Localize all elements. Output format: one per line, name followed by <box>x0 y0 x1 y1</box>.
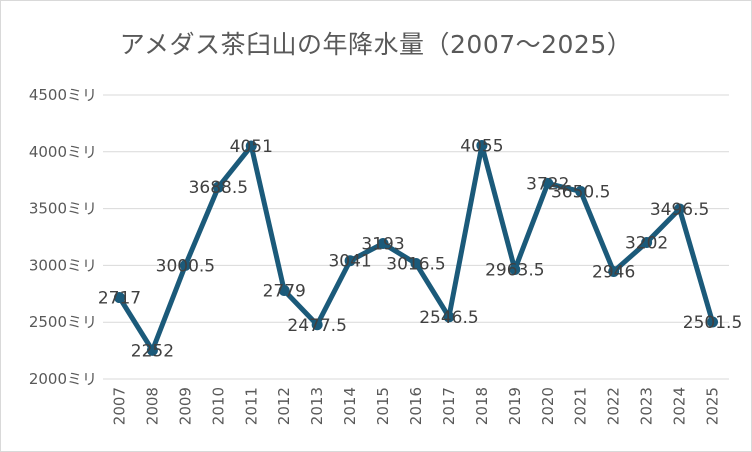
data-labels: 2717 2252 3000.5 3688.5 4051 2779 2477.5 304131… <box>98 137 742 362</box>
data-point <box>113 292 125 304</box>
data-label: 3016.5 <box>386 255 445 275</box>
data-label: 2779 <box>263 282 306 302</box>
chart-title: アメダス茶臼山の年降水量（2007～2025） <box>119 30 633 59</box>
data-point <box>377 237 389 249</box>
x-tick-label: 2008 <box>143 387 161 425</box>
x-tick-label: 2014 <box>341 387 359 425</box>
data-label: 2946 <box>592 263 635 283</box>
x-tick-label: 2013 <box>308 387 326 425</box>
data-label: 2717 <box>98 289 141 309</box>
data-point <box>344 255 356 267</box>
x-tick-label: 2019 <box>506 387 524 425</box>
x-tick-label: 2022 <box>605 387 623 425</box>
data-point <box>278 285 290 297</box>
x-tick-label: 2015 <box>374 387 392 425</box>
y-tick-label: 2000ミリ <box>29 370 97 388</box>
data-point <box>212 181 224 193</box>
x-tick-label: 2017 <box>440 387 458 425</box>
x-tick-label: 2018 <box>473 387 491 425</box>
data-label: 3496.5 <box>650 200 709 220</box>
data-point <box>443 311 455 323</box>
x-tick-label: 2010 <box>209 387 227 425</box>
data-point <box>575 186 587 198</box>
x-tick-label: 2025 <box>704 387 722 425</box>
data-point <box>641 236 653 248</box>
data-label: 3041 <box>328 252 371 272</box>
x-tick-label: 2020 <box>539 387 557 425</box>
data-label: 3688.5 <box>189 178 248 198</box>
x-axis-ticks: 2007 2008 2009 2010 2011 2012 2013 2014 2015 2016… <box>110 387 721 425</box>
x-tick-label: 2012 <box>275 387 293 425</box>
data-label: 4055 <box>460 137 503 157</box>
y-tick-label: 4000ミリ <box>29 143 97 161</box>
data-point <box>608 266 620 278</box>
x-tick-label: 2011 <box>242 387 260 425</box>
y-axis-ticks: 2000ミリ 2500ミリ 3000ミリ 3500ミリ 4000ミリ 4500ミリ <box>29 86 97 388</box>
data-point <box>542 177 554 189</box>
series-line <box>116 143 716 353</box>
y-tick-label: 4500ミリ <box>29 86 97 104</box>
data-point <box>476 140 488 152</box>
x-tick-label: 2016 <box>407 387 425 425</box>
data-label: 4051 <box>230 137 273 157</box>
data-label: 2501.5 <box>683 313 742 333</box>
data-point <box>146 344 158 356</box>
data-point <box>179 259 191 271</box>
data-point <box>245 140 257 152</box>
data-label: 3000.5 <box>156 256 215 276</box>
y-tick-label: 3500ミリ <box>29 200 97 218</box>
data-label: 2963.5 <box>485 261 544 281</box>
data-label: 2546.5 <box>419 308 478 328</box>
data-label: 2477.5 <box>287 316 346 336</box>
data-label: 3722 <box>526 174 569 194</box>
series-layer <box>113 140 719 356</box>
data-label: 3650.5 <box>551 183 610 203</box>
x-tick-label: 2009 <box>176 387 194 425</box>
y-tick-label: 3000ミリ <box>29 256 97 274</box>
data-point <box>509 264 521 276</box>
data-label: 3193 <box>361 234 404 254</box>
data-label: 2252 <box>131 341 174 361</box>
x-tick-label: 2024 <box>671 387 689 425</box>
x-tick-label: 2021 <box>572 387 590 425</box>
data-point <box>311 319 323 331</box>
data-label: 3202 <box>625 233 668 253</box>
data-point <box>707 316 719 328</box>
x-tick-label: 2007 <box>110 387 128 425</box>
data-point <box>674 203 686 215</box>
data-point <box>410 258 422 270</box>
y-tick-label: 2500ミリ <box>29 313 97 331</box>
x-tick-label: 2023 <box>638 387 656 425</box>
